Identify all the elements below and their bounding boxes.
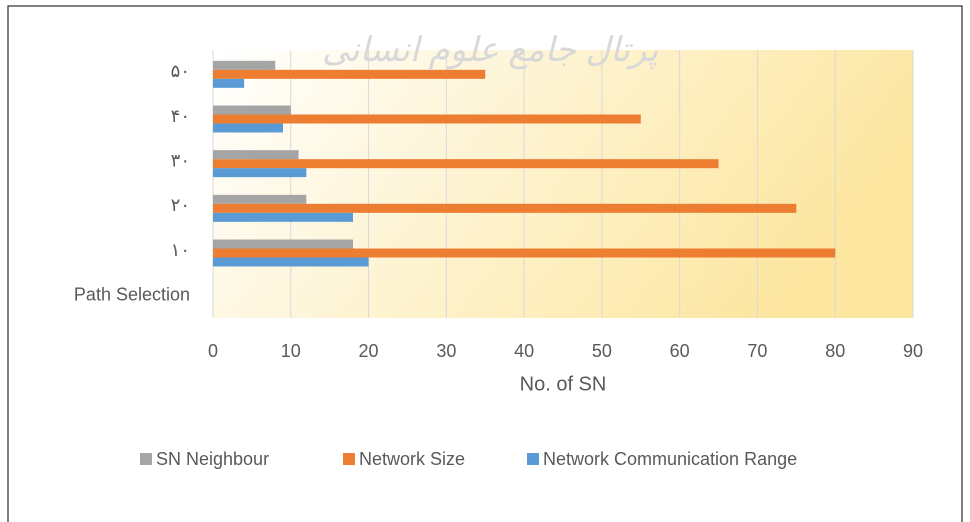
bar — [213, 257, 369, 267]
x-tick-label: 80 — [825, 341, 845, 361]
y-tick-label: ۲۰ — [171, 195, 190, 215]
bar — [213, 168, 307, 178]
bar — [213, 248, 836, 258]
y-tick-label: ۵۰ — [171, 61, 190, 81]
bar — [213, 159, 719, 169]
bar — [213, 212, 353, 222]
y-tick-label: ۱۰ — [171, 240, 190, 260]
x-tick-label: 30 — [436, 341, 456, 361]
bar — [213, 114, 641, 124]
bar — [213, 69, 486, 79]
x-axis-title: No. of SN — [520, 373, 607, 395]
x-tick-label: 70 — [747, 341, 767, 361]
legend-swatch — [140, 453, 152, 465]
legend-label: Network Size — [359, 449, 465, 469]
y-tick-label: ۳۰ — [171, 150, 190, 170]
x-tick-label: 10 — [281, 341, 301, 361]
bar — [213, 239, 353, 249]
legend-label: SN Neighbour — [156, 449, 269, 469]
legend-swatch — [527, 453, 539, 465]
bar — [213, 203, 797, 213]
x-tick-label: 90 — [903, 341, 923, 361]
bar — [213, 123, 283, 133]
watermark: پرتال جامع علوم انسانی — [322, 31, 658, 70]
legend-label: Network Communication Range — [543, 449, 797, 469]
y-tick-label: ۴۰ — [171, 106, 190, 126]
bar — [213, 60, 276, 70]
bar — [213, 194, 307, 204]
bar — [213, 105, 291, 115]
x-tick-label: 0 — [208, 341, 218, 361]
x-tick-label: 50 — [592, 341, 612, 361]
plot-area — [213, 50, 913, 318]
x-tick-label: 40 — [514, 341, 534, 361]
bar — [213, 150, 299, 160]
y-tick-label: Path Selection — [74, 284, 190, 304]
x-tick-label: 60 — [670, 341, 690, 361]
bar — [213, 78, 245, 88]
legend-swatch — [343, 453, 355, 465]
x-tick-label: 20 — [359, 341, 379, 361]
